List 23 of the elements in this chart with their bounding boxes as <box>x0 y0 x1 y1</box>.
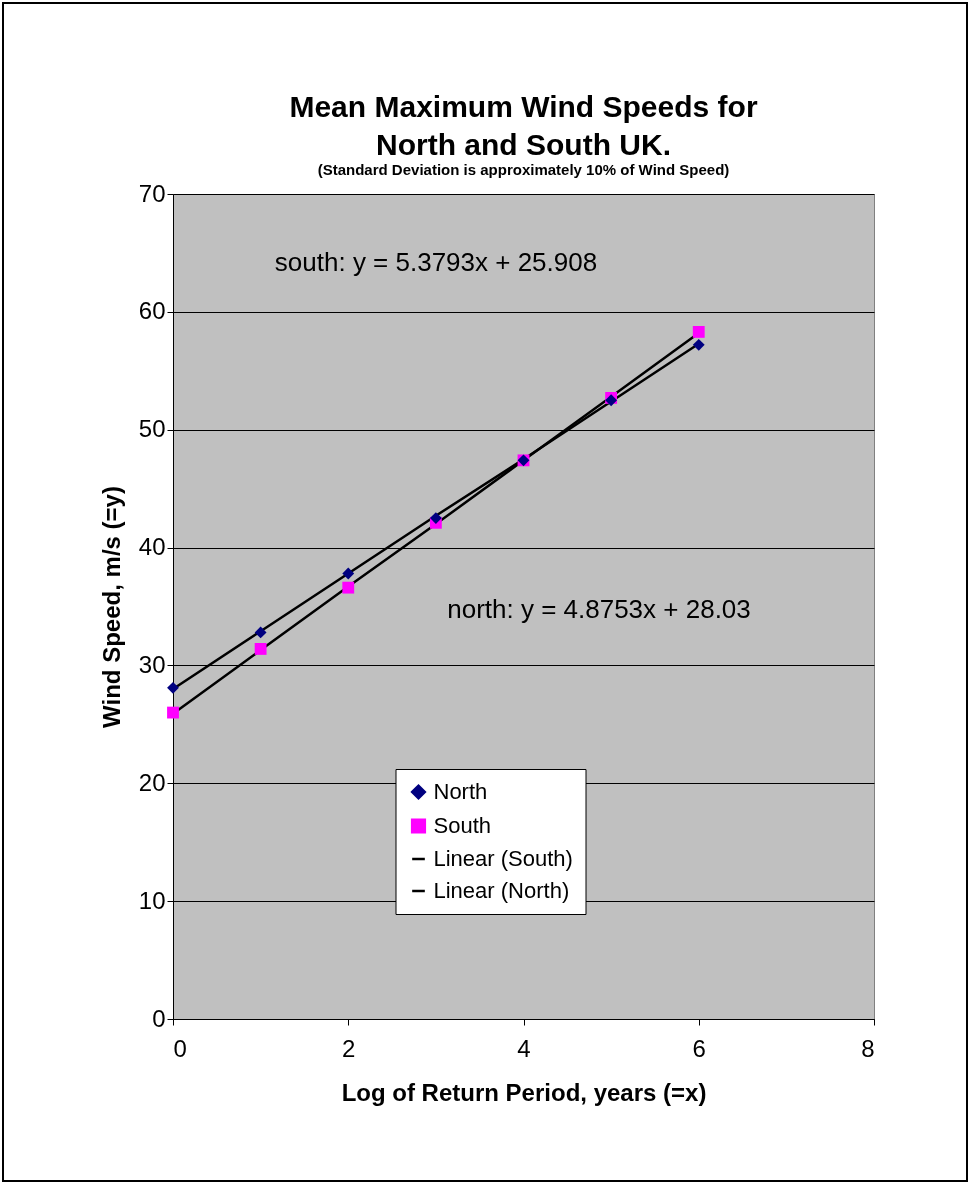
y-tick-label: 50 <box>138 415 166 443</box>
x-tick-label: 6 <box>692 1034 706 1062</box>
y-tick-label: 70 <box>138 179 166 207</box>
x-axis-title: Log of Return Period, years (=x) <box>341 1078 707 1106</box>
legend-label: South <box>433 813 491 838</box>
legend-label: North <box>433 779 488 804</box>
y-tick-label: 0 <box>152 1004 166 1032</box>
y-tick-label: 10 <box>138 886 166 914</box>
chart-subtitle: (Standard Deviation is approximately 10% of Wind Speed) <box>317 161 730 178</box>
y-tick-label: 30 <box>138 650 166 678</box>
y-tick-label: 60 <box>138 297 166 325</box>
legend-label: Linear (North) <box>433 878 570 903</box>
x-tick-label: 2 <box>342 1034 356 1062</box>
x-tick-label: 4 <box>517 1034 531 1062</box>
annotation: south: y = 5.3793x + 25.908 <box>274 247 598 277</box>
y-axis-title: Wind Speed, m/s (=y) <box>97 486 125 728</box>
chart-title: Mean Maximum Wind Speeds for North and South UK. <box>289 90 758 161</box>
x-tick-label: 8 <box>861 1034 875 1062</box>
x-tick-label: 0 <box>173 1034 187 1062</box>
legend-label: Linear (South) <box>433 846 573 871</box>
y-tick-label: 20 <box>138 768 166 796</box>
y-tick-label: 40 <box>138 533 166 561</box>
annotation: north: y = 4.8753x + 28.03 <box>447 594 751 624</box>
